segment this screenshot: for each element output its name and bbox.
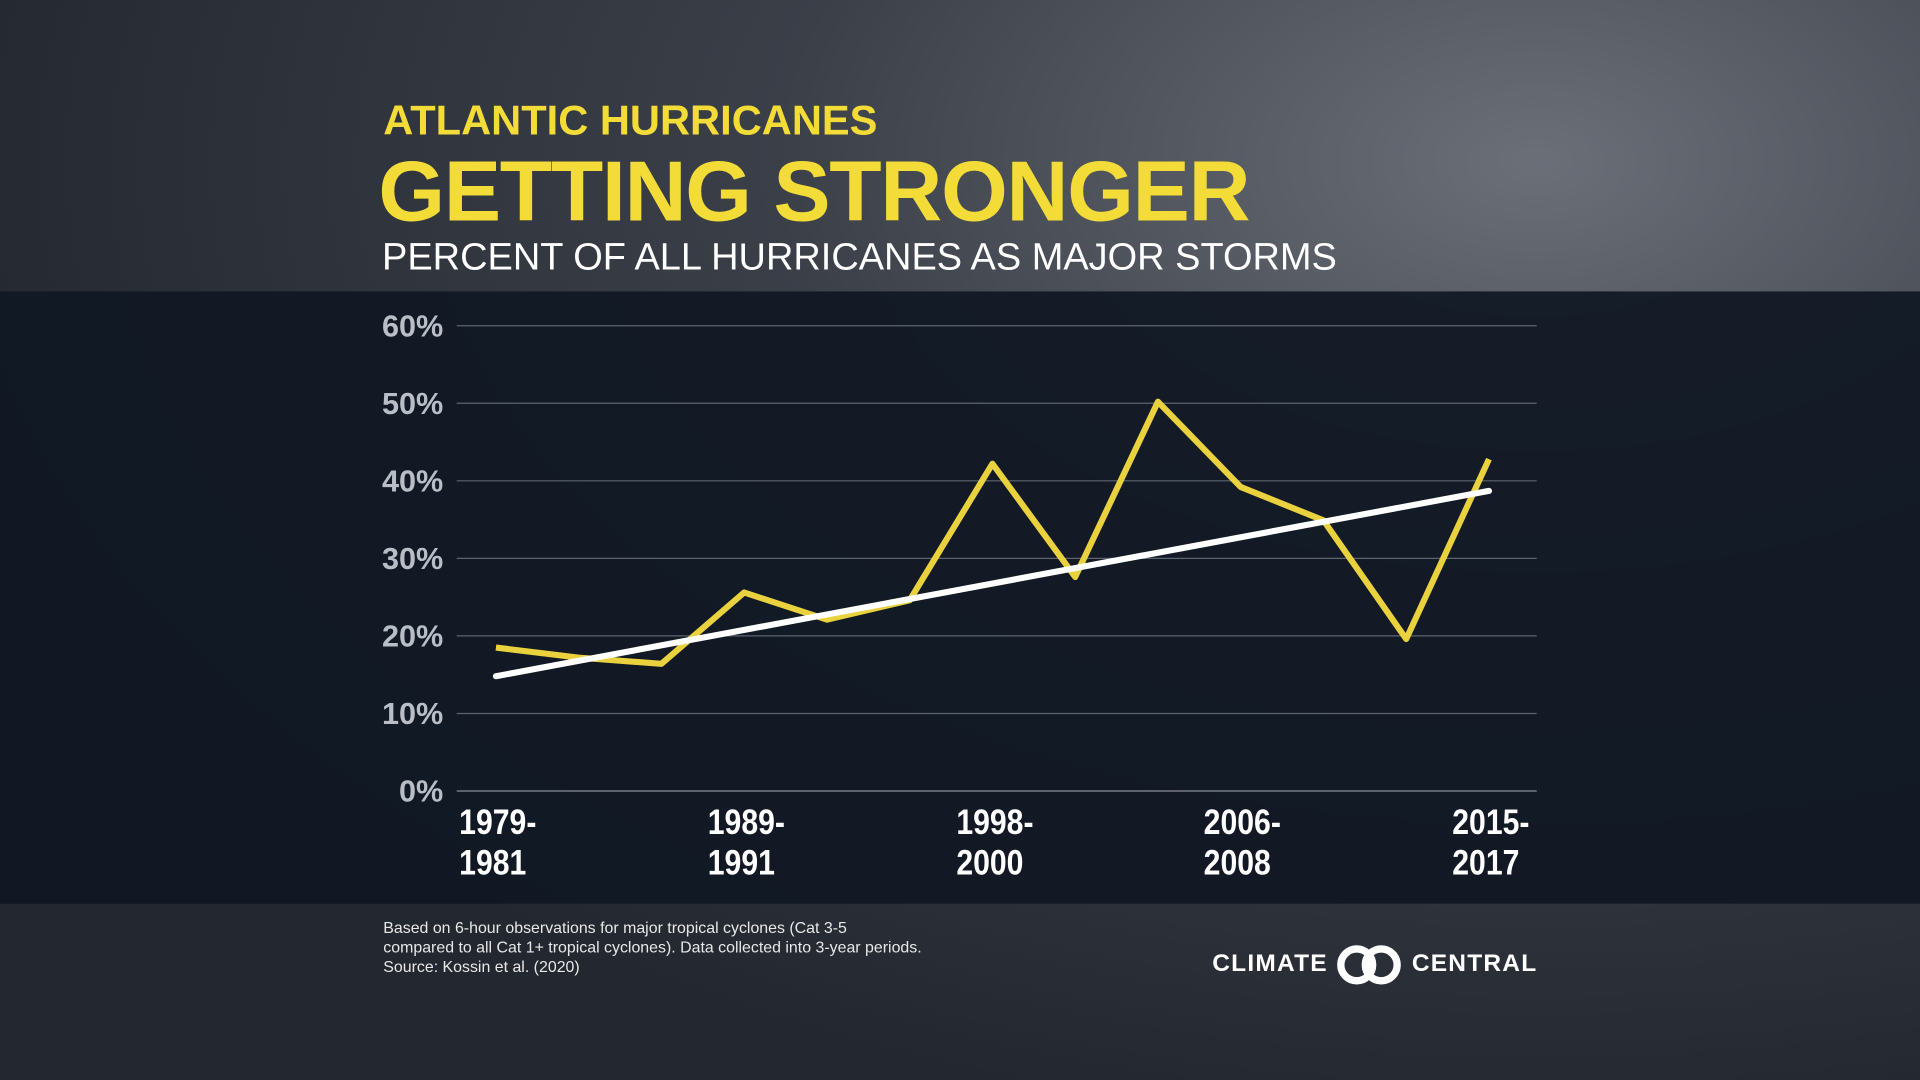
kicker: ATLANTIC HURRICANES: [383, 97, 878, 145]
y-tick-label: 20%: [382, 619, 443, 653]
x-tick-label: 2015- 2017: [1452, 803, 1530, 883]
x-tick-label: 1989- 1991: [707, 803, 785, 883]
logo-text: CLIMATE: [1212, 950, 1328, 978]
x-tick-label: 2006- 2008: [1203, 803, 1282, 883]
y-tick-label: 10%: [382, 697, 443, 731]
y-tick-label: 30%: [382, 542, 443, 576]
chart-band: [0, 291, 1920, 904]
x-tick-label: 1998- 2000: [955, 803, 1033, 883]
y-tick-label: 0%: [399, 775, 443, 809]
footnote: compared to all Cat 1+ tropical cyclones…: [383, 937, 922, 957]
subtitle: PERCENT OF ALL HURRICANES AS MAJOR STORM…: [382, 235, 1337, 278]
y-tick-label: 40%: [382, 464, 443, 498]
title: GETTING STRONGER: [378, 143, 1250, 239]
footnote: Source: Kossin et al. (2020): [383, 957, 580, 976]
y-tick-label: 50%: [382, 387, 443, 421]
trend-line: [492, 487, 1493, 680]
x-tick-label: 1979- 1981: [459, 803, 537, 883]
logo-mark: [1337, 945, 1401, 985]
series-line: [495, 398, 1492, 667]
footnote: Based on 6-hour observations for major t…: [383, 918, 847, 937]
logo-text: CENTRAL: [1411, 950, 1538, 978]
y-tick-label: 60%: [382, 309, 443, 343]
